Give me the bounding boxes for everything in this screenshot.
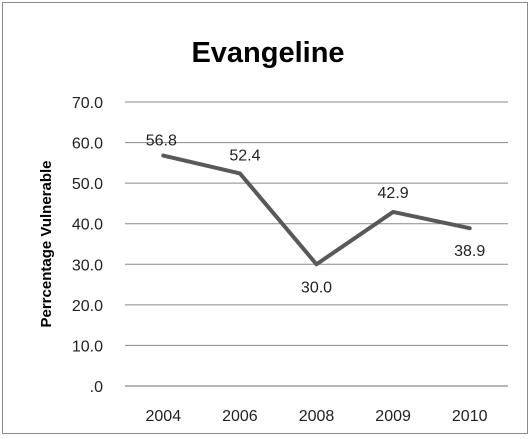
y-tick-label: 70.0 (72, 95, 103, 112)
series-layer (161, 153, 472, 267)
y-tick-label: 50.0 (72, 176, 103, 193)
x-tick-label: 2010 (452, 408, 488, 425)
y-tick-label: 10.0 (72, 338, 103, 355)
x-tick-labels: 2004 2006 2008 2009 2010 (146, 408, 488, 425)
data-label: 30.0 (301, 279, 332, 296)
x-tick-label: 2008 (299, 408, 335, 425)
x-tick-label: 2004 (146, 408, 182, 425)
gridlines (125, 101, 508, 387)
y-tick-label: 30.0 (72, 257, 103, 274)
chart-frame (2, 2, 528, 434)
data-labels: 56.8 52.4 30.0 42.9 38.9 (146, 133, 486, 297)
y-tick-label: 60.0 (72, 136, 103, 153)
x-tick-label: 2009 (375, 408, 411, 425)
data-label: 38.9 (454, 243, 485, 260)
data-label: 42.9 (378, 185, 409, 202)
chart-title: Evangeline (191, 37, 344, 69)
data-label: 52.4 (229, 147, 260, 164)
x-tick-label: 2006 (222, 408, 258, 425)
series-line (161, 153, 472, 267)
data-label: 56.8 (146, 133, 177, 150)
y-axis-label: Perrcentage Vulnerable (38, 160, 55, 327)
y-tick-label: .0 (90, 379, 103, 396)
y-tick-label: 40.0 (72, 217, 103, 234)
y-tick-label: 20.0 (72, 298, 103, 315)
y-tick-labels: .0 10.0 20.0 30.0 40.0 50.0 60.0 70.0 (72, 95, 103, 396)
